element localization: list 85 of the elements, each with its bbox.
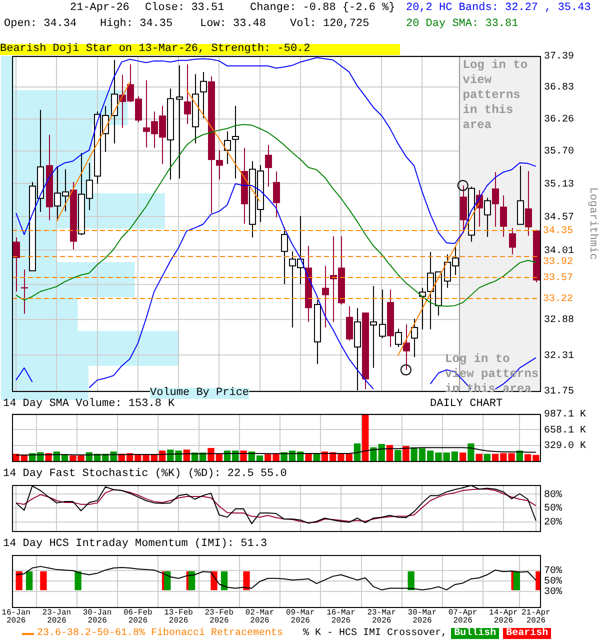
band-label: Log in to view patterns in this area [462,58,528,132]
candlestick [403,324,410,370]
legend-label: 23.6-38.2-50-61.8% Fibonacci Retracements [37,628,284,638]
x-tick-label: 02-Mar 2026 [245,608,274,626]
y-tick-label: 36.26 [544,114,574,126]
x-tick-label: 07-Apr 2026 [448,608,478,626]
y-tick-label: 34.01 [544,246,574,257]
text: Bullish [451,628,500,639]
candlestick [21,268,28,314]
text: Volume By Price [150,387,250,399]
chart-title: 14 Day Fast Stochastic (%K) (%D): 22.5 55.0 [3,468,287,480]
bar [240,450,247,461]
y-tick-label: 70% [544,566,562,578]
bar [313,454,320,461]
text: Bearish Doji Star on 13-Mar-26, Strength: -50.2 [0,43,400,55]
text: Change: -0.88 {-2.6 %} [250,2,396,14]
candlestick [322,265,329,328]
y-tick-label: 35.70 [544,146,574,158]
x-tick-label: 06-Feb 2026 [124,608,153,626]
x-tick-label: 23-Jan 2026 [42,608,72,626]
text: 20 Day SMA: 33.81 [406,18,518,30]
y-tick-label: 658.1 K [544,425,586,436]
candlestick [273,171,280,218]
x-tick-label: 14-Apr 2026 [489,608,518,626]
x-tick-label: 23-Mar 2026 [367,608,396,626]
candlestick [509,227,516,255]
y-tick-label: 34.57 [544,212,574,224]
y-tick-label: 987.1 K [544,410,586,421]
y-tick-label: 50% [544,576,562,588]
bar [460,452,466,461]
x-tick-label: 16-Jan 2026 [2,608,31,626]
ref-line-label: 33.22 [543,294,574,306]
text: Bearish [503,628,552,639]
candlestick [184,64,191,124]
candlestick [216,150,223,180]
y-tick-label: 329.0 K [544,440,586,452]
y-tick-label: 32.88 [544,314,574,326]
legend-title: % K - HCS IMI Crossover, [303,628,448,638]
chart-title: 14 Day SMA Volume: 153.8 K [3,398,175,410]
y-tick-label: 32.31 [544,350,574,362]
y-tick-label: 30% [544,587,562,598]
y-tick-label: 36.83 [544,82,574,94]
bar [484,454,491,461]
bar [386,445,394,461]
bar [305,454,312,461]
y-tick-label: 20% [544,517,562,528]
text: Vol: 120,725 [290,18,370,30]
x-tick-label: 21-Apr 2026 [522,608,551,626]
y-axis-title: Logarithmic [586,187,598,260]
chart-title: 14 Day HCS Intraday Momentum (IMI): 51.3 [3,538,268,550]
candlestick [460,184,467,234]
bar [476,454,482,461]
candlestick [265,144,272,188]
text: Low: 33.48 [200,18,266,30]
ref-line-label: 33.57 [543,273,574,284]
y-tick-label: 80% [544,490,562,501]
text: 21-Apr-26 [70,2,130,14]
x-tick-label: 13-Feb 2026 [164,608,194,626]
candlestick [346,306,353,342]
text: DAILY CHART [430,398,503,410]
y-tick-label: 35.13 [544,179,574,190]
candlestick [492,172,499,228]
text: High: 34.35 [100,18,173,30]
bar [468,443,474,461]
x-tick-label: 30-Mar 2026 [408,608,437,626]
y-tick-label: 37.39 [544,52,574,63]
bar [394,450,402,461]
text: Open: 34.34 [4,18,77,30]
candlestick [500,194,507,238]
bar [362,414,369,461]
bar [354,443,361,461]
x-tick-label: 09-Mar 2026 [286,608,315,626]
text: Close: 33.51 [145,2,224,14]
ref-line-label: 34.35 [543,226,574,238]
x-tick-label: 30-Jan 2026 [82,608,112,626]
y-tick-label: 31.75 [544,386,574,398]
text: 20,2 HC Bands: 32.27 , 35.43 [406,2,591,14]
x-tick-label: 16-Mar 2026 [326,608,356,626]
candlestick [13,237,20,292]
ref-line-label: 33.92 [543,256,574,268]
candlestick [525,170,532,236]
y-tick-label: 50% [544,504,562,515]
bar [183,450,190,461]
bar [402,446,410,461]
x-tick-label: 23-Feb 2026 [204,608,234,626]
